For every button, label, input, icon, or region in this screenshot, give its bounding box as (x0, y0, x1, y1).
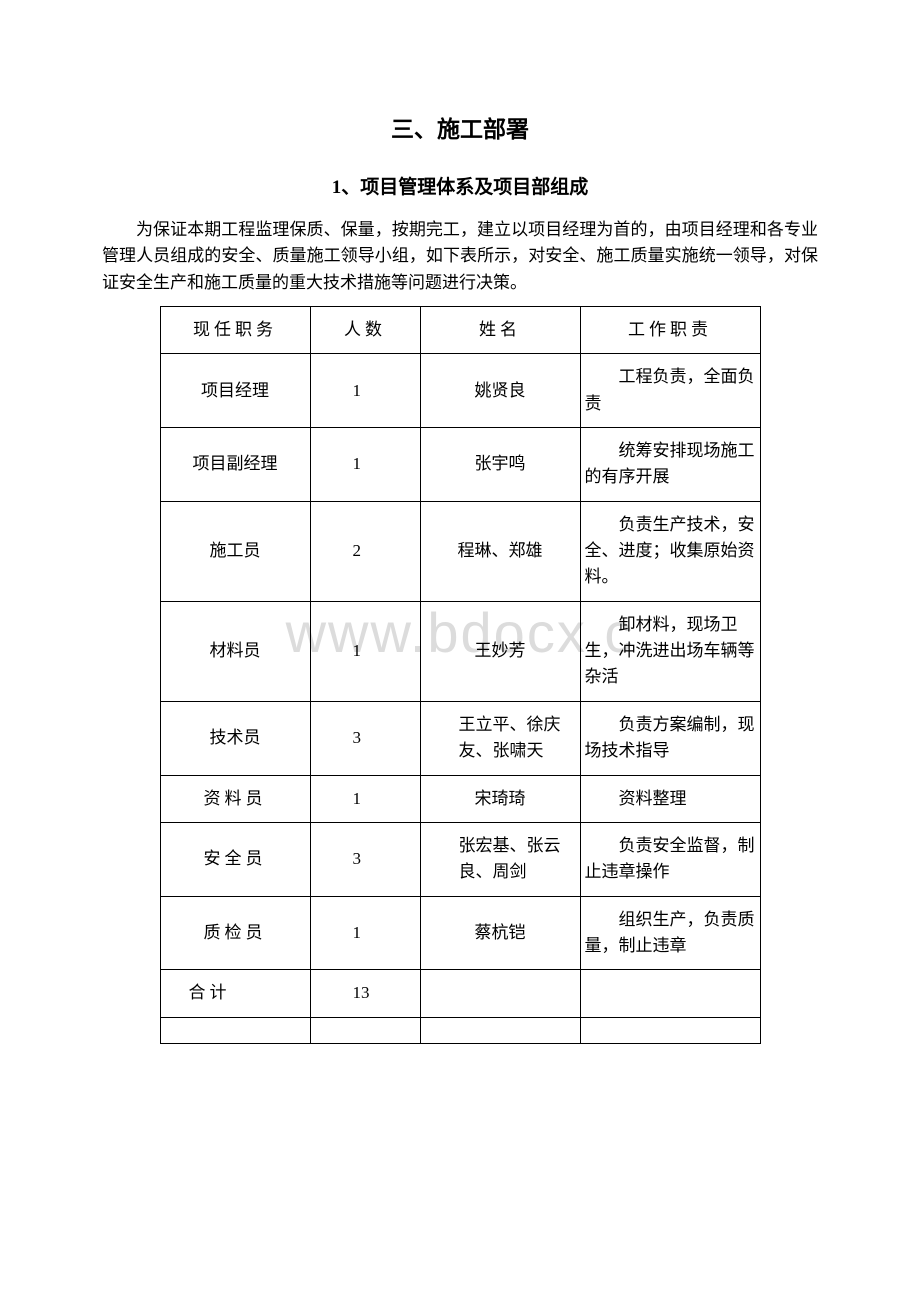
main-heading: 三、施工部署 (100, 110, 820, 144)
cell-empty (420, 1017, 580, 1043)
cell-position: 安全员 (160, 822, 310, 896)
cell-name: 王立平、徐庆友、张啸天 (420, 701, 580, 775)
cell-name: 王妙芳 (420, 601, 580, 701)
cell-empty (310, 1017, 420, 1043)
table-header-row: 现任职务 人数 姓名 工作职责 (160, 307, 760, 354)
table-row: 材料员 1 王妙芳 卸材料，现场卫生，冲洗进出场车辆等杂活 (160, 601, 760, 701)
cell-position: 项目副经理 (160, 428, 310, 502)
cell-name: 张宇鸣 (420, 428, 580, 502)
cell-duty: 负责方案编制，现场技术指导 (580, 701, 760, 775)
table-row: 项目副经理 1 张宇鸣 统筹安排现场施工的有序开展 (160, 428, 760, 502)
table-row: 质检员 1 蔡杭铠 组织生产，负责质量，制止违章 (160, 896, 760, 970)
cell-total-label: 合计 (160, 970, 310, 1017)
cell-name: 张宏基、张云良、周剑 (420, 822, 580, 896)
intro-paragraph: 为保证本期工程监理保质、保量，按期完工，建立以项目经理为首的，由项目经理和各专业… (100, 217, 820, 296)
table-row: 安全员 3 张宏基、张云良、周剑 负责安全监督，制止违章操作 (160, 822, 760, 896)
cell-duty: 负责生产技术，安全、进度；收集原始资料。 (580, 501, 760, 601)
cell-name: 蔡杭铠 (420, 896, 580, 970)
header-position: 现任职务 (160, 307, 310, 354)
cell-total-count: 13 (310, 970, 420, 1017)
cell-count: 2 (310, 501, 420, 601)
cell-duty: 工程负责，全面负责 (580, 354, 760, 428)
cell-count: 3 (310, 822, 420, 896)
cell-duty: 统筹安排现场施工的有序开展 (580, 428, 760, 502)
table-row: 技术员 3 王立平、徐庆友、张啸天 负责方案编制，现场技术指导 (160, 701, 760, 775)
cell-empty (580, 1017, 760, 1043)
cell-duty: 负责安全监督，制止违章操作 (580, 822, 760, 896)
personnel-table: 现任职务 人数 姓名 工作职责 项目经理 1 姚贤良 工程负责，全面负责 项目副… (160, 306, 761, 1044)
table-row: 资料员 1 宋琦琦 资料整理 (160, 775, 760, 822)
cell-position: 材料员 (160, 601, 310, 701)
cell-count: 1 (310, 775, 420, 822)
cell-name: 程琳、郑雄 (420, 501, 580, 601)
header-name: 姓名 (420, 307, 580, 354)
cell-position: 项目经理 (160, 354, 310, 428)
cell-duty: 资料整理 (580, 775, 760, 822)
cell-empty (420, 970, 580, 1017)
cell-empty (160, 1017, 310, 1043)
cell-duty: 卸材料，现场卫生，冲洗进出场车辆等杂活 (580, 601, 760, 701)
table-row: 项目经理 1 姚贤良 工程负责，全面负责 (160, 354, 760, 428)
cell-empty (580, 970, 760, 1017)
table-row: 施工员 2 程琳、郑雄 负责生产技术，安全、进度；收集原始资料。 (160, 501, 760, 601)
table-empty-row (160, 1017, 760, 1043)
cell-duty: 组织生产，负责质量，制止违章 (580, 896, 760, 970)
cell-count: 1 (310, 896, 420, 970)
sub-heading: 1、项目管理体系及项目部组成 (100, 172, 820, 199)
cell-position: 技术员 (160, 701, 310, 775)
cell-name: 姚贤良 (420, 354, 580, 428)
cell-count: 1 (310, 354, 420, 428)
cell-count: 1 (310, 601, 420, 701)
cell-count: 3 (310, 701, 420, 775)
cell-name: 宋琦琦 (420, 775, 580, 822)
table-total-row: 合计 13 (160, 970, 760, 1017)
cell-count: 1 (310, 428, 420, 502)
cell-position: 资料员 (160, 775, 310, 822)
cell-position: 施工员 (160, 501, 310, 601)
header-count: 人数 (310, 307, 420, 354)
header-duty: 工作职责 (580, 307, 760, 354)
cell-position: 质检员 (160, 896, 310, 970)
